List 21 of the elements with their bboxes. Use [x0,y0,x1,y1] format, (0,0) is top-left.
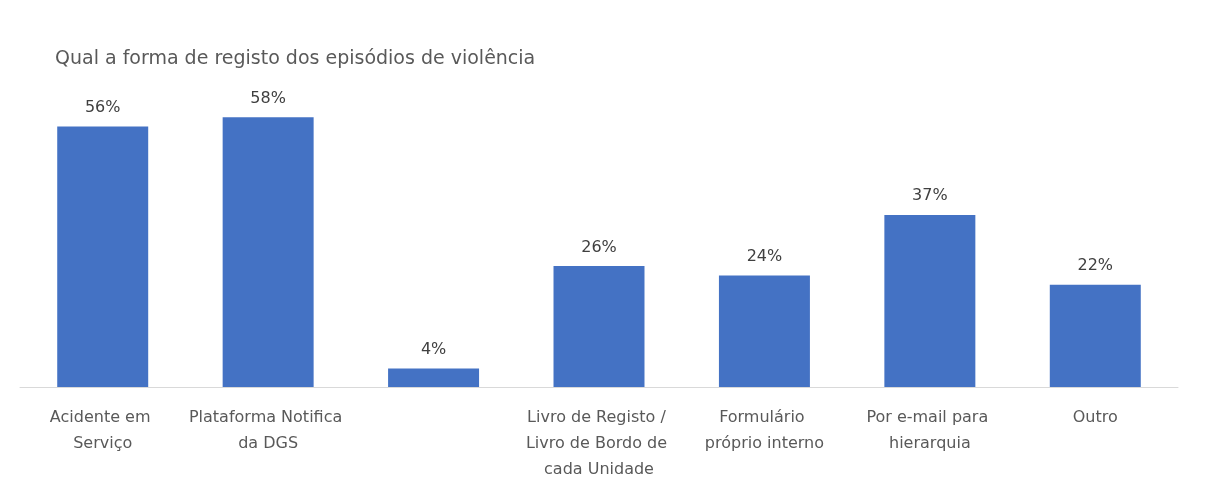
bar [222,117,314,387]
data-label: 4% [420,338,447,358]
x-tick-label: Acidente em Serviço [49,406,156,452]
x-tick-label: Por e-mail para hierarquia [866,406,994,452]
bar [1049,284,1141,387]
bar [553,266,645,387]
x-tick-label: Formulário próprio interno [704,406,825,452]
x-tick-label: Plataforma Notifica da DGS [188,406,348,452]
chart-title: Qual a forma de registo dos episódios de violência [55,45,536,68]
x-tick-label: Livro de Registo / Livro de Bordo de cada Unidade [525,406,673,478]
data-label: 24% [746,245,783,265]
bar [57,126,149,387]
x-tick-label: Outro [1072,406,1118,426]
data-label: 37% [912,185,948,205]
data-label: 22% [1077,255,1114,275]
data-label: 56% [84,97,121,117]
bar [884,214,976,387]
bar [718,275,810,387]
bar [388,368,480,387]
data-label: 58% [250,87,286,107]
data-label: 26% [581,236,617,256]
